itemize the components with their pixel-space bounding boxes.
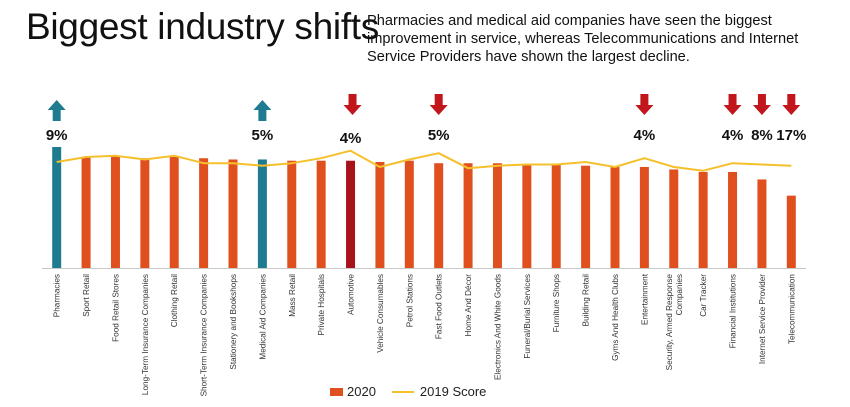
- chart-title: Biggest industry shifts: [26, 6, 379, 47]
- arrow-up-icon-pharmacies: [47, 100, 66, 121]
- chart-legend: 2020 2019 Score: [330, 384, 486, 399]
- bar-sport-retail: [81, 156, 91, 268]
- bar-furniture-shops: [551, 164, 561, 268]
- tick-label-security-armed-response-companies: Security, Armed Response: [665, 274, 674, 371]
- bar-entertainment: [639, 166, 649, 268]
- bar-security-armed-response-companies: [669, 169, 679, 268]
- tick-label-vehicle-consumables: Vehicle Consumables: [376, 274, 385, 353]
- change-label-entertainment: 4%: [634, 127, 656, 144]
- tick-label-clothing-retail: Clothing Retail: [170, 274, 179, 327]
- tick-label-pharmacies: Pharmacies: [53, 274, 62, 317]
- tick-label-food-retail-stores: Food Retail Stores: [111, 274, 120, 342]
- arrow-down-icon-internet-service-provider: [752, 94, 771, 115]
- arrow-down-icon-fast-food-outlets: [429, 94, 448, 115]
- chart-subtitle: Pharmacies and medical aid companies hav…: [367, 13, 799, 65]
- arrow-down-icon-telecommunication: [782, 94, 801, 115]
- line-2019-score: [56, 149, 792, 172]
- bar-financial-institutions: [728, 171, 738, 268]
- legend-swatch-2020: [330, 387, 343, 396]
- bar-short-term-insurance-companies: [199, 158, 209, 268]
- legend-label-2020: 2020: [347, 384, 376, 399]
- bar-home-and-d-cor: [463, 163, 473, 268]
- tick-label-fast-food-outlets: Fast Food Outlets: [435, 274, 444, 339]
- change-label-financial-institutions: 4%: [722, 127, 744, 144]
- legend-label-2019-score: 2019 Score: [419, 384, 487, 399]
- bar-vehicle-consumables: [375, 161, 385, 268]
- tick-label-short-term-insurance-companies: Short-Term Insurance Companies: [200, 274, 209, 396]
- bar-electronics-and-white-goods: [492, 163, 502, 268]
- change-label-telecommunication: 17%: [776, 127, 806, 144]
- tick-label-entertainment: Entertainment: [640, 273, 649, 325]
- change-label-pharmacies: 9%: [46, 127, 68, 144]
- bar-medical-aid-companies: [257, 159, 267, 268]
- arrow-up-icon-medical-aid-companies: [253, 100, 272, 121]
- bar-clothing-retail: [169, 156, 179, 268]
- tick-label-financial-institutions: Financial Institutions: [729, 274, 738, 348]
- bar-telecommunication: [786, 195, 796, 268]
- bar-building-retail: [581, 165, 591, 268]
- tick-label-mass-retail: Mass Retail: [288, 274, 297, 317]
- bar-long-term-insurance-companies: [140, 158, 150, 268]
- bar-internet-service-provider: [757, 179, 767, 268]
- arrow-down-icon-automotive: [343, 94, 362, 115]
- change-label-internet-service-provider: 8%: [751, 127, 773, 144]
- tick-label-security-armed-response-companies-line2: Companies: [675, 274, 684, 315]
- tick-label-building-retail: Building Retail: [582, 274, 591, 327]
- bar-car-tracker: [698, 171, 708, 268]
- arrow-down-icon-financial-institutions: [723, 94, 742, 115]
- bar-stationery-and-bookshops: [228, 159, 238, 268]
- change-label-automotive: 4%: [340, 130, 362, 147]
- tick-label-private-hospitals: Private Hospitals: [317, 274, 326, 335]
- tick-label-car-tracker: Car Tracker: [699, 274, 708, 317]
- tick-label-funeral-burial-services: Funeral/Burial Services: [523, 274, 532, 359]
- bar-food-retail-stores: [110, 155, 120, 268]
- bar-mass-retail: [287, 160, 297, 268]
- tick-label-stationery-and-bookshops: Stationery and Bookshops: [229, 274, 238, 370]
- tick-label-electronics-and-white-goods: Electronics And White Goods: [493, 274, 502, 380]
- legend-swatch-2019-score: [391, 390, 414, 393]
- tick-label-furniture-shops: Furniture Shops: [552, 274, 561, 332]
- bar-automotive: [346, 160, 356, 268]
- bar-pharmacies: [52, 147, 62, 268]
- bar-private-hospitals: [316, 160, 326, 268]
- tick-label-home-and-d-cor: Home And Décor: [464, 274, 473, 337]
- bar-petrol-stations: [404, 160, 414, 268]
- bar-funeral-burial-services: [522, 164, 532, 268]
- change-label-fast-food-outlets: 5%: [428, 127, 450, 144]
- tick-label-petrol-stations: Petrol Stations: [405, 274, 414, 327]
- tick-label-long-term-insurance-companies: Long-Term Insurance Companies: [141, 274, 150, 395]
- change-label-medical-aid-companies: 5%: [252, 127, 274, 144]
- bar-fast-food-outlets: [434, 163, 444, 268]
- tick-label-internet-service-provider: Internet Service Provider: [758, 274, 767, 364]
- tick-label-automotive: Automotive: [347, 274, 356, 315]
- tick-label-gyms-and-health-clubs: Gyms And Health Clubs: [611, 274, 620, 361]
- arrow-down-icon-entertainment: [635, 94, 654, 115]
- tick-label-medical-aid-companies: Medical Aid Companies: [258, 274, 267, 360]
- tick-label-telecommunication: Telecommunication: [787, 274, 796, 345]
- tick-label-sport-retail: Sport Retail: [82, 274, 91, 317]
- bar-gyms-and-health-clubs: [610, 166, 620, 268]
